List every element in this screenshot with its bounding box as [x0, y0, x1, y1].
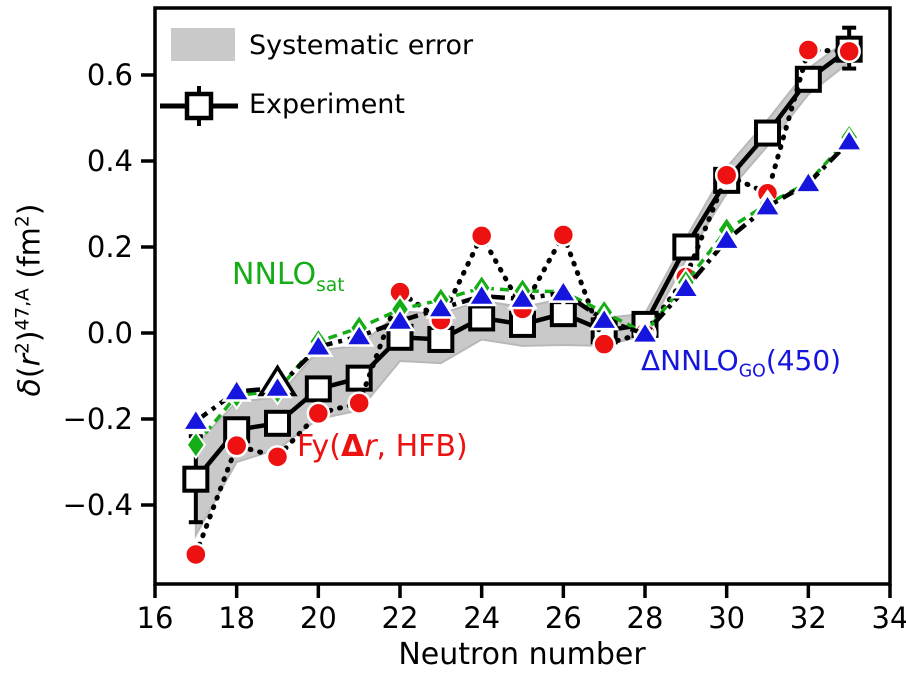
fy-marker: [306, 401, 331, 426]
experiment-marker: [754, 119, 781, 147]
label-part: r: [364, 429, 377, 464]
nnlo-sat-marker: [185, 430, 207, 460]
experiment-marker: [304, 375, 332, 403]
label-part: (: [12, 366, 48, 379]
dnnlo-go-marker: [548, 278, 579, 303]
fy-marker: [224, 433, 249, 458]
fy-marker: [714, 163, 739, 187]
label-part: (fm: [12, 227, 48, 289]
x-tick-label: 24: [463, 601, 500, 635]
dnnlo-go-marker: [793, 168, 824, 194]
label-part: Δ: [340, 429, 365, 464]
dnnlo-go-marker: [670, 273, 702, 299]
dnnlo-go-marker: [752, 192, 783, 217]
fy-marker: [347, 391, 371, 415]
legend-systematic-swatch: [171, 28, 235, 61]
x-tick-label: 30: [708, 601, 745, 635]
label-part: 2: [12, 342, 34, 355]
fy-marker: [265, 445, 290, 469]
y-tick-label: 0.2: [87, 230, 133, 264]
y-tick-label: 0.4: [87, 144, 133, 178]
dnnlo-go-marker: [221, 377, 252, 402]
fy-marker: [184, 542, 208, 567]
fy-marker: [592, 332, 616, 356]
x-tick-label: 22: [382, 601, 419, 635]
label-part: Fy(: [297, 429, 341, 464]
y-tick-label: −0.4: [63, 488, 133, 522]
label-part: ΔNNLO: [641, 344, 739, 377]
dnnlo-go-marker: [303, 332, 334, 358]
dnnlo-go-marker: [588, 305, 620, 331]
fy-marker: [796, 38, 821, 62]
y-tick-label: 0.0: [87, 316, 133, 350]
x-tick-label: 20: [300, 601, 337, 635]
label-part: ): [12, 203, 48, 216]
label-part: 2: [12, 215, 34, 228]
dnnlo-go-marker: [466, 281, 497, 307]
label-part: NNLO: [232, 257, 317, 292]
experiment-marker: [264, 409, 291, 437]
dnnlo-go-marker: [833, 127, 865, 152]
experiment-marker: [468, 304, 496, 332]
dnnlo-go-marker: [384, 306, 416, 332]
label-part: δ: [12, 378, 48, 397]
legend-experiment-marker: [184, 91, 214, 121]
x-tick-label: 28: [627, 601, 664, 635]
label-part: (450): [765, 344, 842, 377]
label-part: 47,A: [12, 288, 34, 331]
y-axis-title: δ(r2)47,A (fm2): [12, 203, 48, 397]
label-part: GO: [738, 361, 766, 382]
label-part: ): [12, 330, 48, 343]
dnnlo-go-marker: [180, 406, 212, 432]
x-tick-label: 18: [218, 601, 255, 635]
plot-border: [153, 6, 892, 586]
dnnlo-go-marker: [343, 322, 375, 347]
fy-line: [193, 47, 852, 557]
experiment-marker: [794, 65, 822, 93]
dnnlo-go-marker: [425, 294, 457, 319]
series-label-dnnlo-go: ΔNNLOGO(450): [641, 347, 841, 381]
series-label-nnlo-sat: NNLOsat: [232, 260, 345, 296]
x-axis-title: Neutron number: [398, 637, 646, 672]
series-label-fy: Fy(Δr, HFB): [297, 432, 468, 462]
legend-systematic-label: Systematic error: [249, 30, 474, 61]
fy-marker: [837, 39, 861, 64]
x-tick-label: 26: [545, 601, 582, 635]
dnnlo-go-marker: [262, 373, 293, 399]
fy-marker: [469, 224, 494, 248]
dnnlo-go-marker: [507, 284, 538, 310]
dnnlo-go-marker: [629, 319, 661, 345]
x-tick-label: 34: [872, 601, 906, 635]
fy-marker: [551, 223, 576, 247]
x-tick-label: 16: [137, 601, 174, 635]
label-part: sat: [316, 275, 345, 296]
label-part: r: [12, 354, 48, 367]
x-tick-label: 32: [790, 601, 827, 635]
y-tick-label: 0.6: [87, 58, 133, 92]
dnnlo-go-marker: [711, 225, 742, 251]
experiment-marker: [182, 465, 210, 493]
legend-experiment-label: Experiment: [249, 89, 406, 120]
y-tick-label: −0.2: [63, 402, 133, 436]
label-part: , HFB): [376, 429, 468, 464]
